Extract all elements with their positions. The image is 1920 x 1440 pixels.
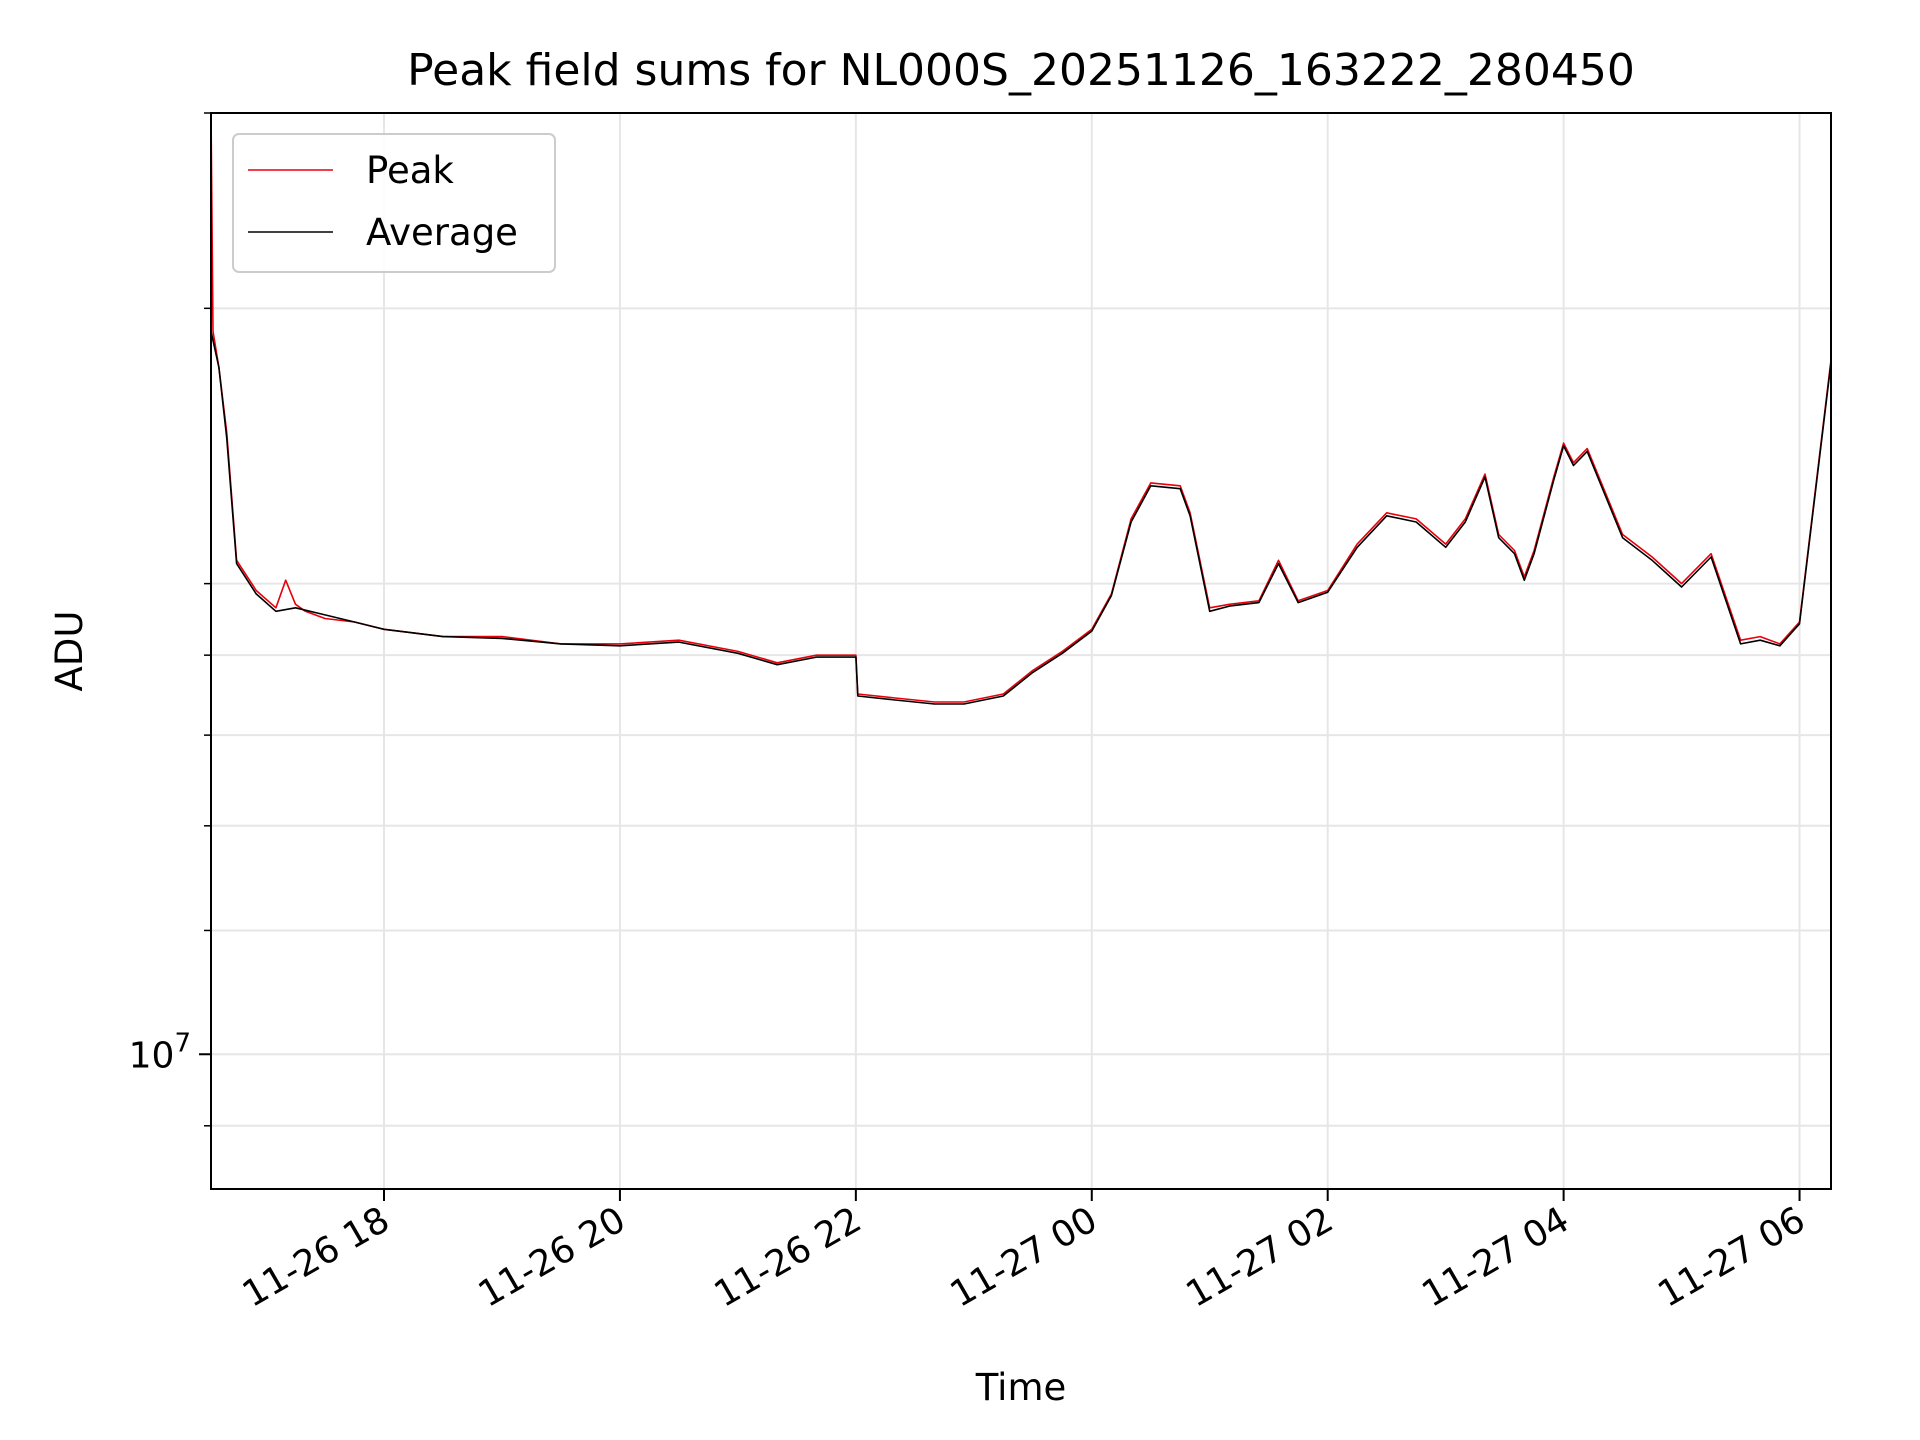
x-axis-label: Time (975, 1366, 1067, 1409)
legend-box (232, 133, 556, 273)
series-line-peak (210, 112, 1832, 703)
series-line-average (210, 331, 1832, 705)
series-lines (210, 112, 1832, 705)
plot-frame (210, 112, 1832, 1190)
legend: Peak Average (232, 133, 556, 273)
y-tick-label: 107 (129, 1028, 191, 1076)
legend-label-average: Average (366, 211, 518, 254)
chart-title: Peak field sums for NL000S_20251126_1632… (407, 45, 1635, 96)
y-axis-label: ADU (48, 611, 91, 692)
legend-label-peak: Peak (366, 149, 454, 192)
